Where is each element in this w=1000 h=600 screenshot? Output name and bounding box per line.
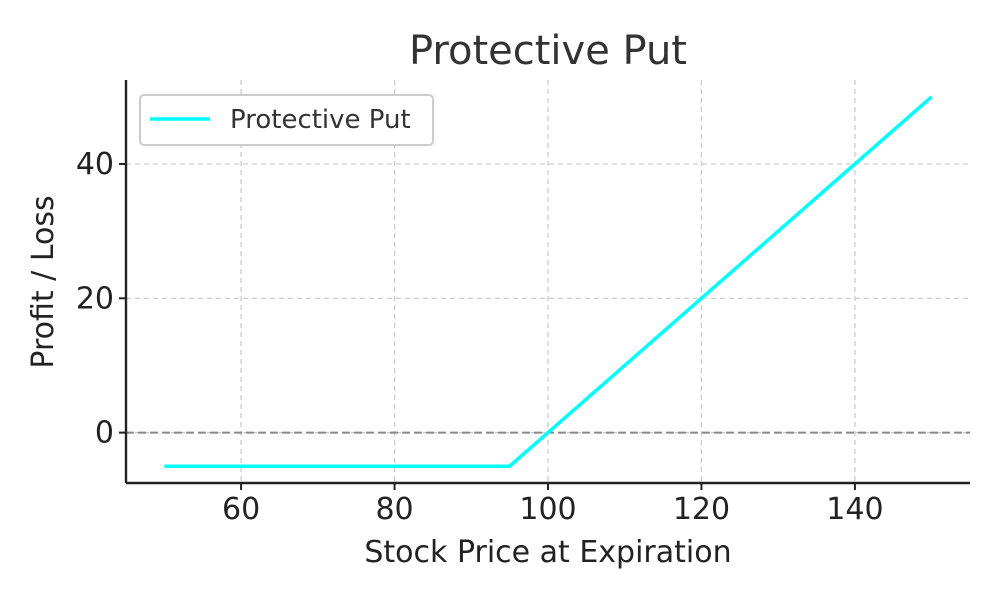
x-axis-ticks: 60 80 100 120 140 (222, 483, 884, 527)
legend: Protective Put (139, 94, 434, 146)
y-tick-label-40: 40 (76, 147, 114, 182)
series-line-0 (164, 95, 933, 468)
series-layer (164, 95, 933, 468)
x-tick-label-140: 140 (826, 492, 883, 527)
legend-label: Protective Put (230, 105, 411, 135)
x-tick-label-120: 120 (673, 492, 730, 527)
chart-title: Protective Put (409, 28, 687, 74)
y-tick-label-0: 0 (95, 416, 114, 451)
x-tick-label-60: 60 (222, 492, 260, 527)
x-axis-label: Stock Price at Expiration (364, 535, 731, 570)
legend-box (139, 94, 434, 146)
y-axis-label: Profit / Loss (26, 195, 61, 368)
y-axis-ticks: 0 20 40 (76, 147, 126, 451)
x-tick-label-100: 100 (519, 492, 576, 527)
x-tick-label-80: 80 (375, 492, 413, 527)
y-tick-label-20: 20 (76, 281, 114, 316)
